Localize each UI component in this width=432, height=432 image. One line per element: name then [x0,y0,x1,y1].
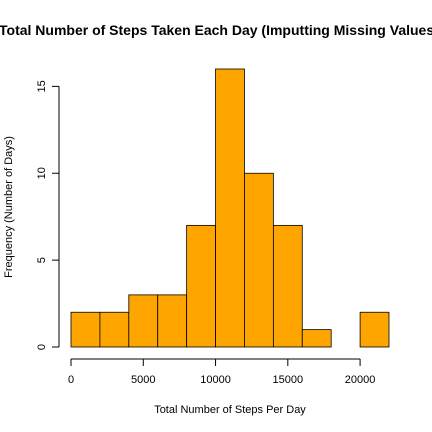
histogram-bar-7 [272,224,303,348]
histogram-bar-3 [157,294,188,348]
x-tick-label-2: 10000 [200,374,231,386]
x-tick-label-1: 5000 [131,374,155,386]
histogram-bar-5 [215,68,245,348]
histogram-bar-0 [70,311,101,348]
histogram-bar-10 [359,311,390,348]
x-axis: 0 5000 10000 15000 20000 [68,358,376,386]
y-axis-label: Frequency (Number of Days) [3,136,15,278]
x-axis-label: Total Number of Steps Per Day [154,404,306,416]
histogram-bar-8 [301,329,332,348]
chart-title: Total Number of Steps Taken Each Day (Im… [0,22,432,38]
histogram-bar-1 [99,311,130,348]
y-tick-label-0: 0 [36,344,48,350]
histogram-bar-4 [186,224,216,348]
x-tick-label-4: 20000 [345,374,376,386]
y-tick-label-1: 5 [36,257,48,263]
x-tick-label-3: 15000 [273,374,304,386]
histogram-bar-6 [244,172,274,348]
x-tick-label-0: 0 [68,374,74,386]
bars-group [70,68,390,348]
y-tick-label-2: 10 [36,167,48,179]
y-tick-label-3: 15 [36,80,48,92]
histogram-bar-2 [128,294,159,348]
y-axis: 0 5 10 15 [36,80,60,350]
